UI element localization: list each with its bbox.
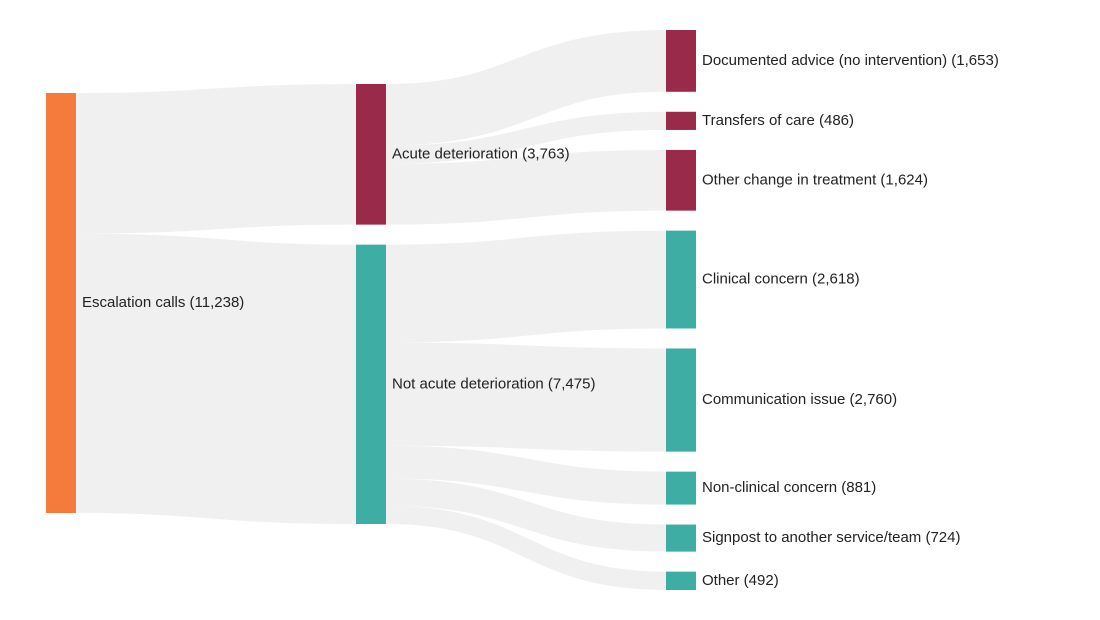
link-not_acute-to-communication xyxy=(385,342,667,452)
node-label-transfers: Transfers of care (486) xyxy=(702,112,854,129)
link-escalation-to-acute xyxy=(75,84,357,234)
node-clinical xyxy=(666,230,696,329)
link-not_acute-to-signpost xyxy=(385,478,667,552)
node-other xyxy=(666,571,696,590)
node-label-clinical: Clinical concern (2,618) xyxy=(702,271,860,288)
sankey-labels: Escalation calls (11,238) Acute deteriora… xyxy=(82,52,999,589)
node-documented xyxy=(666,30,696,92)
link-acute-to-documented xyxy=(385,29,667,146)
link-acute-to-transfers xyxy=(385,111,667,164)
node-signpost xyxy=(666,524,696,552)
node-label-other_change: Other change in treatment (1,624) xyxy=(702,171,928,188)
node-label-documented: Documented advice (no intervention) (1,6… xyxy=(702,52,999,69)
node-escalation xyxy=(46,93,76,513)
link-escalation-to-not_acute xyxy=(75,233,357,525)
node-label-communication: Communication issue (2,760) xyxy=(702,391,897,408)
node-not_acute xyxy=(356,244,386,524)
node-transfers xyxy=(666,111,696,130)
link-not_acute-to-nonclinical xyxy=(385,445,667,505)
sankey-nodes xyxy=(46,30,696,590)
node-label-not_acute: Not acute deterioration (7,475) xyxy=(392,375,595,392)
node-label-nonclinical: Non-clinical concern (881) xyxy=(702,479,876,496)
link-acute-to-other_change xyxy=(385,149,667,225)
node-label-acute: Acute deterioration (3,763) xyxy=(392,145,570,162)
node-other_change xyxy=(666,149,696,211)
link-not_acute-to-other xyxy=(385,505,667,590)
node-acute xyxy=(356,84,386,225)
link-not_acute-to-clinical xyxy=(385,230,667,343)
node-label-escalation: Escalation calls (11,238) xyxy=(82,294,244,311)
node-communication xyxy=(666,348,696,452)
node-label-other: Other (492) xyxy=(702,572,779,589)
sankey-links xyxy=(75,29,667,590)
node-label-signpost: Signpost to another service/team (724) xyxy=(702,529,960,546)
node-nonclinical xyxy=(666,471,696,505)
